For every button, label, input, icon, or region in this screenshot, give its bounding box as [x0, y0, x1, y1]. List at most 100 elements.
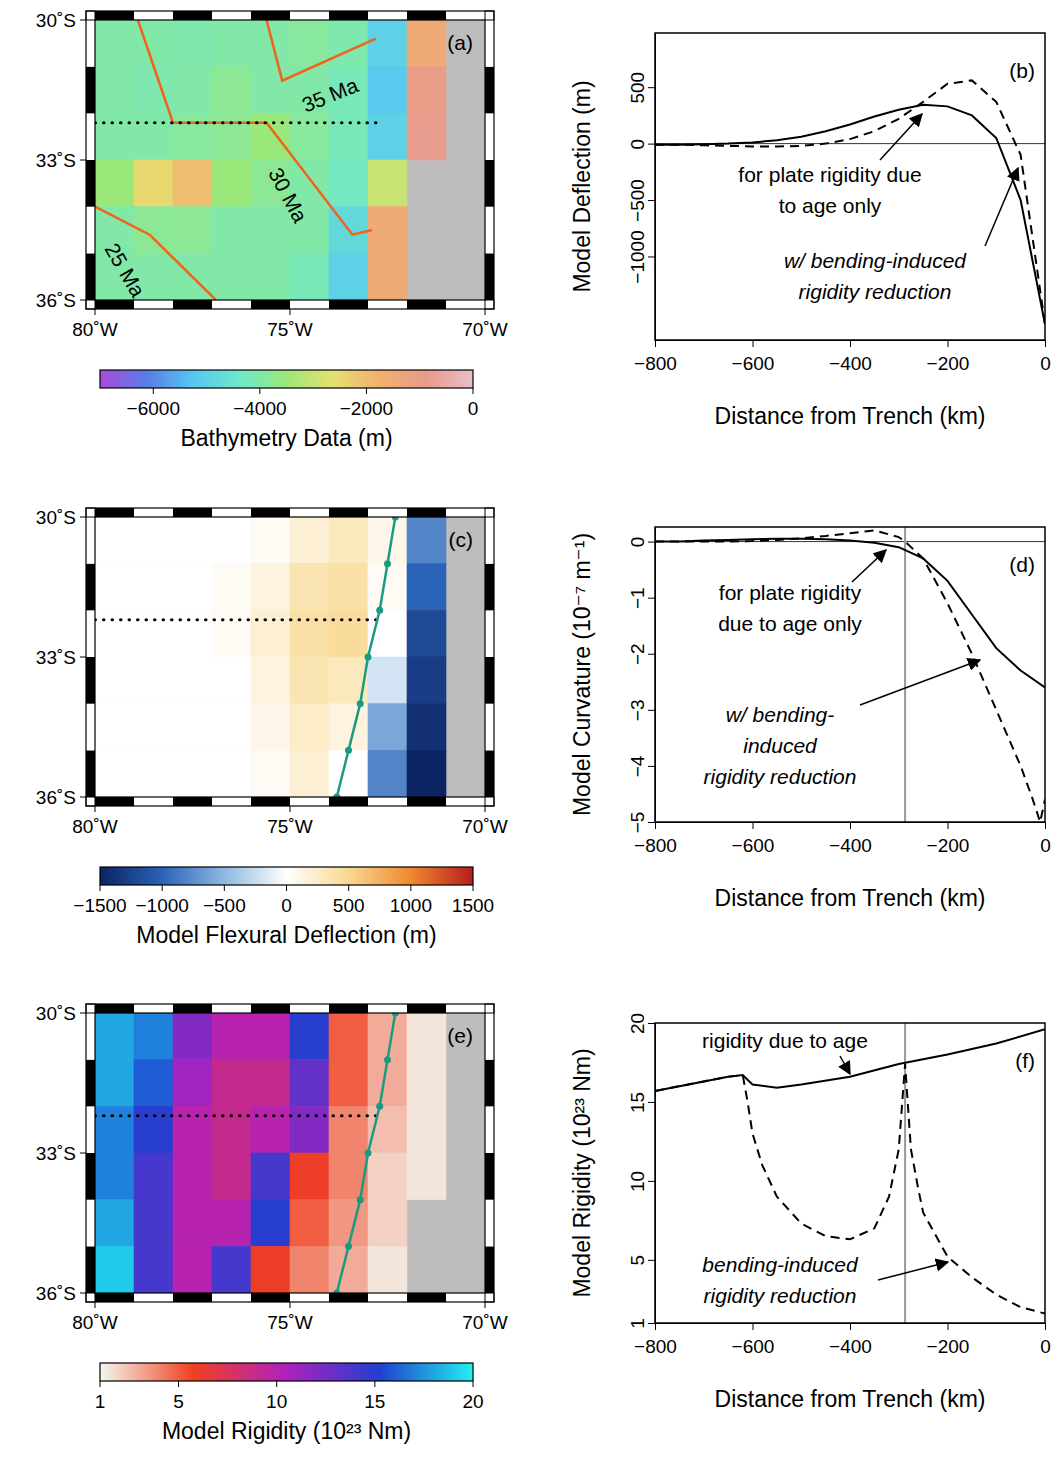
x-tick-mark: [753, 822, 754, 829]
map-border: [86, 11, 494, 309]
border-segment: [212, 1293, 251, 1302]
y-tick-mark: [80, 1153, 86, 1154]
x-tick-label: 75˚W: [267, 1312, 312, 1333]
series-line: [655, 1029, 1045, 1091]
border-corner: [485, 1004, 494, 1013]
colorbar-tick-label: −6000: [127, 398, 180, 419]
cell: [251, 564, 290, 611]
cell: [173, 704, 212, 751]
cell: [212, 1106, 251, 1153]
colorbar-bar: [100, 867, 473, 885]
cell: [173, 610, 212, 657]
x-tick-mark: [850, 1323, 851, 1330]
x-tick-mark: [1045, 1323, 1046, 1330]
x-tick-mark: [850, 822, 851, 829]
cell: [251, 1013, 290, 1060]
y-tick-label: 20: [627, 1013, 648, 1034]
x-tick-mark: [290, 309, 291, 315]
trench-line: [337, 517, 396, 797]
border-segment: [173, 1004, 212, 1013]
cell: [251, 657, 290, 704]
colorbar-tick-mark: [162, 885, 163, 891]
annotation: rigidity reduction: [704, 1284, 857, 1307]
y-tick-label: 0: [627, 139, 648, 150]
border-corner: [86, 797, 95, 806]
y-tick-label: 500: [627, 72, 648, 104]
y-tick-mark: [80, 1293, 86, 1294]
cell: [95, 564, 134, 611]
border-segment: [485, 113, 494, 160]
y-tick-label: −1000: [627, 230, 648, 283]
border-segment: [95, 300, 134, 309]
colorbar-tick-label: 15: [364, 1391, 385, 1412]
colorbar-tick-label: −2000: [340, 398, 393, 419]
profile-line: [95, 1114, 380, 1117]
cell: [95, 1106, 134, 1153]
border-segment: [212, 300, 251, 309]
cell: [173, 1013, 212, 1060]
x-tick-label: −600: [732, 353, 775, 374]
x-tick-mark: [948, 822, 949, 829]
x-tick-mark: [485, 1302, 486, 1308]
colorbar-bar: [100, 370, 473, 388]
map-panel: 35 Ma30 Ma25 Ma80˚W75˚W70˚W30˚S33˚S36˚S(…: [36, 10, 508, 451]
isochron-label: 25 Ma: [101, 239, 150, 301]
profile-line: [95, 618, 380, 621]
border-segment: [368, 1004, 407, 1013]
border-segment: [212, 797, 251, 806]
cell: [134, 1246, 173, 1293]
y-tick-mark: [648, 654, 655, 655]
y-tick-label: 5: [627, 1255, 648, 1266]
y-axis: 500 0 −500 −1000: [627, 34, 656, 341]
colorbar-tick-mark: [374, 1381, 375, 1387]
border-corner: [485, 11, 494, 20]
border-segment: [485, 517, 494, 564]
cell: [251, 1106, 290, 1153]
y-tick: 20: [627, 1013, 655, 1034]
border-corner: [86, 11, 95, 20]
cell: [251, 20, 290, 67]
border-segment: [173, 508, 212, 517]
y-tick: 1: [627, 1318, 655, 1329]
cell: [173, 1200, 212, 1247]
cell: [134, 657, 173, 704]
cell: [134, 610, 173, 657]
annotation: bending-induced: [702, 1253, 859, 1276]
cell: [329, 113, 368, 160]
cell: [134, 1013, 173, 1060]
colorbar-title: Bathymetry Data (m): [180, 425, 392, 451]
border-segment: [485, 704, 494, 751]
border-segment: [446, 508, 485, 517]
cell: [212, 160, 251, 207]
cell: [368, 657, 407, 704]
y-tick-mark: [648, 87, 655, 88]
y-tick-mark: [648, 1260, 655, 1261]
map-border: [86, 1004, 494, 1302]
border-segment: [290, 300, 329, 309]
cell: [368, 1153, 407, 1200]
trench-point: [384, 1056, 391, 1063]
cell: [290, 1013, 329, 1060]
cell: [212, 1200, 251, 1247]
map-data: [95, 1013, 446, 1293]
x-axis-title: Distance from Trench (km): [715, 885, 986, 911]
colorbar-title: Model Flexural Deflection (m): [136, 922, 436, 948]
border-segment: [329, 1004, 368, 1013]
border-segment: [485, 1246, 494, 1293]
x-tick-label: −800: [634, 353, 677, 374]
cell: [95, 750, 134, 797]
border-segment: [485, 1200, 494, 1247]
plot-data: [655, 1029, 1045, 1313]
cell: [251, 113, 290, 160]
border-segment: [446, 797, 485, 806]
x-axis-title: Distance from Trench (km): [715, 1386, 986, 1412]
y-tick: −500: [627, 179, 655, 222]
panel-letter: (e): [447, 1024, 473, 1047]
cell: [134, 1153, 173, 1200]
y-tick-mark: [648, 1323, 655, 1324]
x-axis-title: Distance from Trench (km): [715, 403, 986, 429]
y-tick-label: −3: [627, 699, 648, 721]
cell: [212, 20, 251, 67]
cell: [212, 564, 251, 611]
border-segment: [86, 67, 95, 114]
